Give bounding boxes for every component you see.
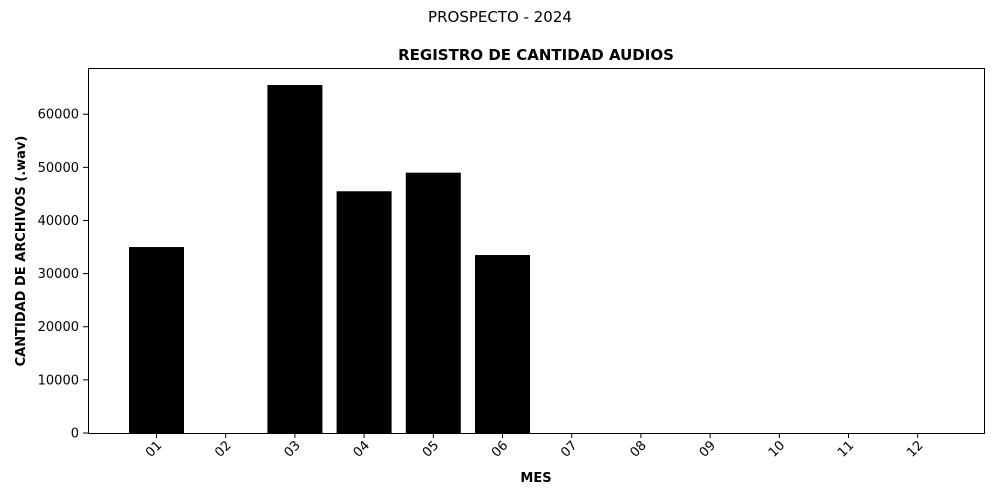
bar-04 xyxy=(336,191,392,433)
y-tick-label: 60000 xyxy=(38,108,79,123)
x-axis: 01 02 03 04 05 06 07 08 09 10 11 12 xyxy=(143,433,927,461)
chart-suptitle: PROSPECTO - 2024 xyxy=(428,8,572,26)
y-axis-label: CANTIDAD DE ARCHIVOS (.wav) xyxy=(14,136,29,367)
x-tick-label: 01 xyxy=(143,438,165,460)
x-tick-label: 11 xyxy=(835,438,857,460)
chart-title: REGISTRO DE CANTIDAD AUDIOS xyxy=(398,46,674,64)
y-tick-label: 30000 xyxy=(38,267,79,282)
bar-03 xyxy=(267,85,323,433)
y-tick-label: 10000 xyxy=(38,373,79,388)
y-tick-label: 40000 xyxy=(38,214,79,229)
x-tick-label: 12 xyxy=(904,438,926,460)
x-tick-label: 05 xyxy=(420,438,442,460)
y-tick-label: 20000 xyxy=(38,320,79,335)
x-tick-label: 03 xyxy=(281,438,303,460)
x-tick-label: 10 xyxy=(766,438,788,460)
y-tick-label: 50000 xyxy=(38,161,79,176)
x-axis-label: MES xyxy=(520,471,551,486)
x-tick-label: 08 xyxy=(627,438,649,460)
bar-05 xyxy=(405,172,461,433)
bar-01 xyxy=(129,247,184,433)
bar-06 xyxy=(475,255,530,433)
bars-group xyxy=(129,85,530,433)
x-tick-label: 02 xyxy=(212,438,234,460)
x-tick-label: 06 xyxy=(489,438,511,460)
y-tick-label: 0 xyxy=(71,427,79,442)
x-tick-label: 07 xyxy=(558,438,580,460)
x-tick-label: 04 xyxy=(351,438,373,460)
x-tick-label: 09 xyxy=(697,438,719,460)
plot-frame xyxy=(88,68,985,434)
y-axis: 0 10000 20000 30000 40000 50000 60000 xyxy=(38,108,88,442)
